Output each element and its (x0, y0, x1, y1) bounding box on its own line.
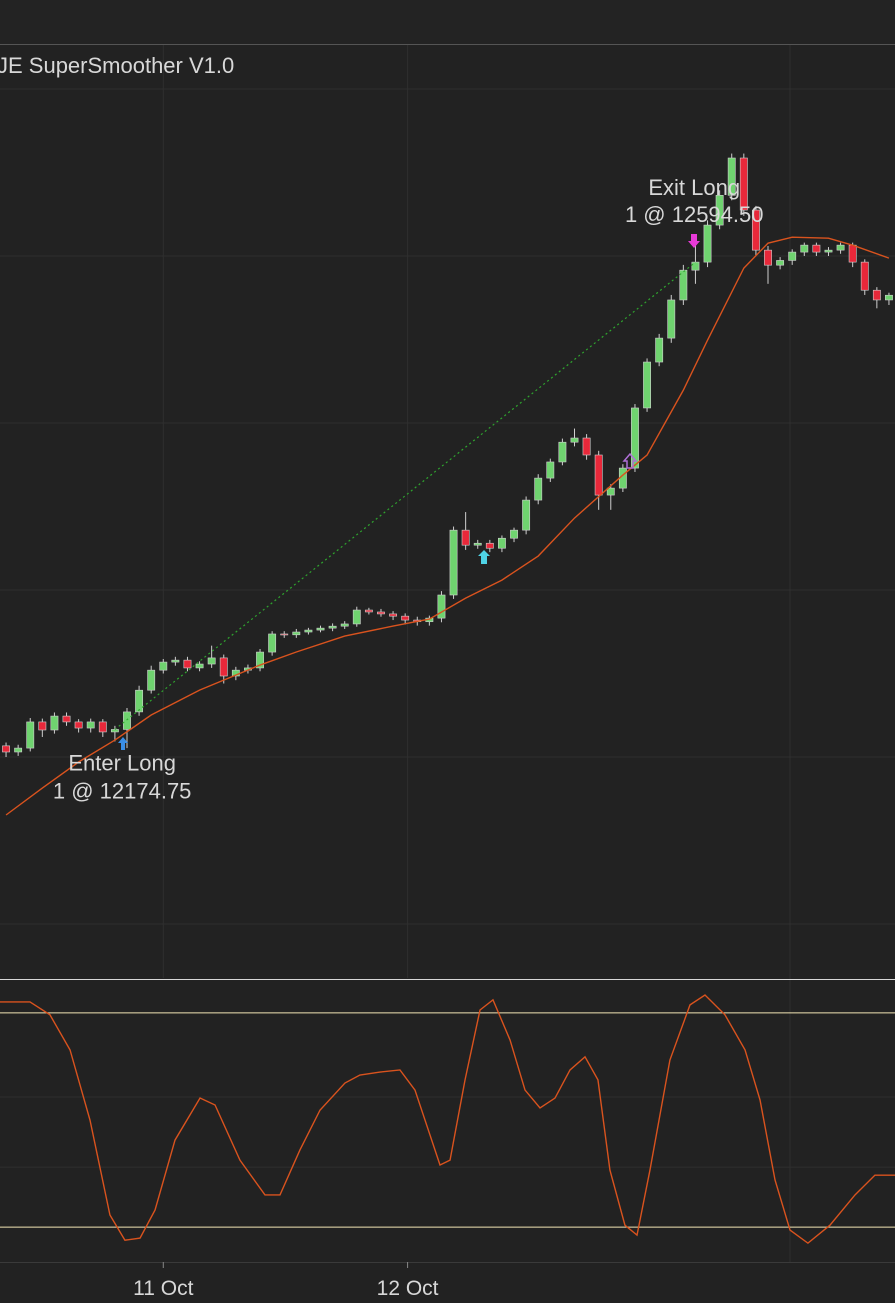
candle-body (667, 299, 676, 339)
candle-body (292, 631, 301, 636)
supersmoother-line (5, 236, 890, 816)
signal-markers (118, 234, 700, 750)
candle-body (860, 261, 869, 291)
candle-body (631, 407, 639, 469)
candle-body (497, 537, 506, 549)
candle-body (812, 244, 821, 253)
candle-body (824, 249, 833, 253)
candle-body (147, 669, 156, 691)
candle-body (848, 244, 857, 263)
candle-body (26, 721, 35, 749)
candle-body (691, 261, 700, 271)
indicator-title: JE SuperSmoother V1.0 (0, 53, 234, 78)
annotation-detail: 1 @ 12174.75 (53, 778, 192, 803)
candle-body (38, 721, 47, 731)
candle-body (776, 260, 785, 266)
candle-body (304, 629, 313, 633)
candle-body (739, 157, 748, 211)
candle-body (2, 745, 10, 753)
candle-body (872, 289, 881, 301)
candle-body (836, 244, 845, 251)
candle-body (437, 594, 446, 619)
candle-body (74, 721, 83, 729)
candle-body (534, 477, 543, 501)
candle-body (14, 747, 23, 753)
candle-body (703, 224, 712, 263)
candle-body (377, 611, 385, 615)
annotation-detail: 1 @ 12594.50 (625, 202, 764, 227)
candle-body (280, 633, 289, 636)
candle-body (110, 729, 119, 733)
candle-body (340, 623, 349, 627)
candle-body (98, 721, 107, 733)
x-tick-label: 11 Oct (133, 1277, 193, 1300)
exit-arrow (688, 234, 700, 248)
candle-body (268, 633, 277, 653)
time-axis: 11 Oct 12 Oct (133, 1262, 439, 1300)
candle-body (389, 613, 398, 617)
candle-body (522, 499, 531, 531)
candle-body (219, 657, 228, 677)
candle-body (485, 542, 494, 549)
candle-body (207, 657, 216, 665)
candle-body (655, 337, 664, 363)
candle-body (364, 609, 373, 613)
x-tick-label: 12 Oct (377, 1277, 439, 1300)
candle-body (643, 361, 651, 409)
candle-body (885, 294, 893, 301)
annotation-label: Exit Long (648, 175, 740, 200)
price-pane (0, 45, 895, 978)
candle-body (449, 529, 458, 596)
candle-body (183, 659, 192, 669)
trade-line (114, 261, 696, 730)
candle-body (171, 659, 180, 663)
oscillator-line (0, 994, 895, 1245)
signal-arrow (478, 550, 490, 564)
candle-body (50, 715, 59, 731)
candle-body (679, 269, 688, 301)
candle-body (195, 663, 204, 669)
annotation-label: Enter Long (68, 750, 176, 775)
candle-body (86, 721, 95, 729)
candle-body (328, 625, 337, 629)
candle-body (715, 195, 724, 226)
candle-body (510, 529, 518, 539)
candle-body (764, 249, 772, 266)
candle-body (570, 437, 579, 443)
candle-body (135, 689, 144, 713)
candle-body (473, 542, 482, 546)
candle-body (751, 209, 760, 251)
candle-body (727, 157, 736, 196)
candle-body (352, 609, 361, 625)
candle-body (788, 251, 797, 261)
candle-body (256, 651, 264, 669)
candle-body (401, 615, 410, 621)
signal-arrow (622, 452, 638, 469)
candle-body (461, 529, 470, 546)
top-bar (0, 0, 895, 44)
candle-body (546, 461, 555, 479)
oscillator-pane (0, 994, 895, 1245)
candle-body (123, 711, 131, 730)
candle-body (159, 661, 168, 671)
candle-body (558, 441, 567, 463)
candle-body (594, 454, 603, 496)
candle-body (316, 627, 325, 631)
entry-arrow (118, 737, 128, 750)
candle-body (62, 715, 71, 723)
candle-body (582, 437, 591, 456)
candle-body (800, 244, 809, 253)
candle-body (606, 487, 615, 496)
